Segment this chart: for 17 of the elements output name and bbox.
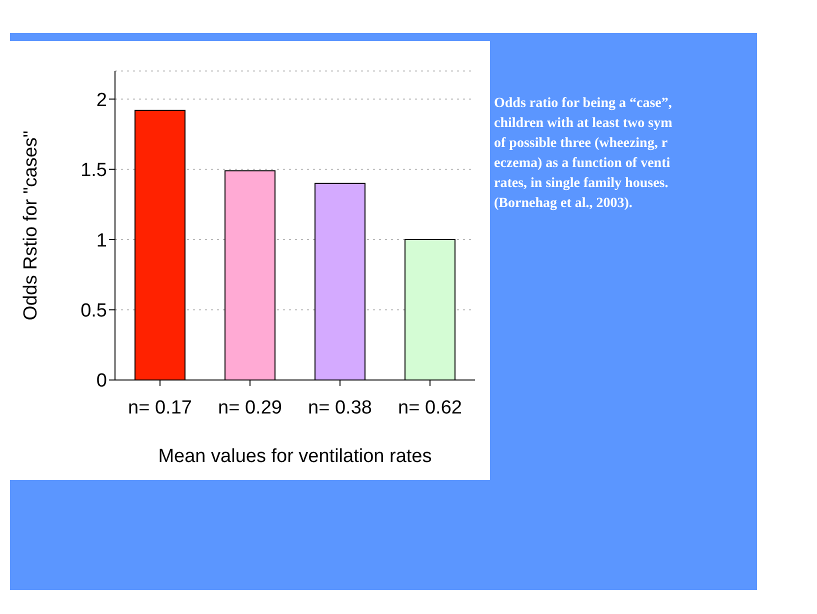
y-tick-label: 0 <box>96 370 107 392</box>
y-tick-label: 2 <box>96 90 107 111</box>
text: eczema) as a function of venti <box>494 155 672 173</box>
x-tick-label: n= 0.38 <box>308 397 372 418</box>
text: Odds ratio for being a “case”, <box>494 95 673 113</box>
text: rates, in single family houses. <box>494 175 670 193</box>
x-tick-label: n= 0.17 <box>128 397 192 418</box>
y-tick-label: 0.5 <box>80 300 107 322</box>
y-axis-title: Odds Rstio for "cases" <box>20 130 42 320</box>
x-tick-label: n= 0.29 <box>218 397 282 418</box>
x-axis-title: Mean values for ventilation rates <box>158 446 432 467</box>
x-tick-label: n= 0.62 <box>398 397 462 418</box>
text: children with at least two sym <box>494 115 674 133</box>
y-tick-label: 1 <box>96 230 107 252</box>
y-tick-label: 1.5 <box>80 160 107 182</box>
text: of possible three (wheezing, r <box>494 135 669 153</box>
text: (Bornehag et al., 2003). <box>494 195 634 213</box>
